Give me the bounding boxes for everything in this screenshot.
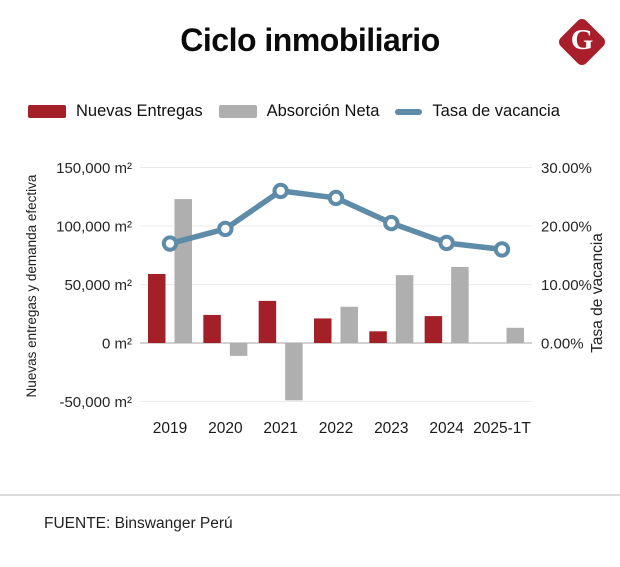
vacancy-point-2019 bbox=[161, 235, 179, 252]
vacancy-point-2025-1T bbox=[493, 241, 511, 258]
footer-divider bbox=[0, 494, 620, 496]
legend-item-nuevas-entregas: Nuevas Entregas bbox=[28, 102, 203, 121]
left-axis-tick: 100,000 m² bbox=[56, 219, 132, 236]
legend-swatch-red-icon bbox=[28, 105, 66, 118]
vacancy-point-2024 bbox=[438, 234, 455, 252]
logo-letter: G bbox=[570, 24, 594, 56]
legend-label: Nuevas Entregas bbox=[76, 102, 203, 120]
bar-absorcion-neta-2024 bbox=[451, 266, 469, 343]
chart-area: 150,000 m² 100,000 m² 50,000 m² 0 m² -50,000… bbox=[0, 145, 620, 445]
x-axis-label-2024: 2024 bbox=[429, 420, 464, 437]
x-axis-label-2025-1T: 2025-1T bbox=[473, 420, 531, 437]
chart-legend: Nuevas Entregas Absorción Neta Tasa de v… bbox=[28, 102, 576, 121]
x-axis-label-2022: 2022 bbox=[319, 420, 353, 437]
combo-chart: 150,000 m² 100,000 m² 50,000 m² 0 m² -50,000… bbox=[24, 160, 606, 437]
vacancy-point-2020 bbox=[217, 220, 234, 238]
legend-item-tasa-vacancia: Tasa de vacancia bbox=[395, 102, 560, 121]
x-axis-label-2019: 2019 bbox=[153, 420, 187, 437]
left-axis-tick: 150,000 m² bbox=[56, 160, 132, 177]
left-axis-tick: 0 m² bbox=[102, 336, 132, 353]
legend-label: Absorción Neta bbox=[266, 102, 380, 120]
legend-swatch-line-icon bbox=[395, 108, 423, 115]
bar-nuevas-entregas-2020 bbox=[203, 314, 221, 343]
bar-absorcion-neta-2023 bbox=[395, 275, 414, 343]
left-axis-tick: 50,000 m² bbox=[64, 277, 132, 294]
bar-nuevas-entregas-2022 bbox=[313, 318, 332, 343]
vacancy-point-2023 bbox=[383, 214, 400, 232]
page-title: Ciclo inmobiliario bbox=[180, 22, 440, 58]
gestion-logo: G bbox=[553, 13, 611, 71]
left-axis-tick: -50,000 m² bbox=[59, 394, 132, 411]
right-axis-title: Tasa de vacancia bbox=[589, 233, 606, 353]
bar-absorcion-neta-2020 bbox=[229, 343, 248, 356]
bar-nuevas-entregas-2024 bbox=[424, 316, 443, 343]
bar-absorcion-neta-2021 bbox=[285, 343, 303, 401]
bar-nuevas-entregas-2019 bbox=[148, 273, 166, 343]
bar-absorcion-neta-2022 bbox=[340, 306, 358, 343]
x-axis-label-2023: 2023 bbox=[374, 420, 408, 437]
x-axis-label-2020: 2020 bbox=[208, 420, 243, 437]
legend-item-absorcion-neta: Absorción Neta bbox=[218, 102, 380, 121]
source-text: FUENTE: Binswanger Perú bbox=[44, 515, 233, 532]
legend-label: Tasa de vacancia bbox=[432, 102, 560, 120]
bar-absorcion-neta-2025-1T bbox=[506, 327, 524, 343]
bar-absorcion-neta-2019 bbox=[174, 199, 192, 343]
right-axis-tick: 30.00% bbox=[541, 160, 592, 177]
vacancy-point-2022 bbox=[327, 189, 345, 207]
legend-swatch-gray-icon bbox=[218, 105, 257, 118]
left-axis-title: Nuevas entregas y demanda efectiva bbox=[24, 174, 39, 397]
right-axis-tick: 10.00% bbox=[541, 277, 592, 294]
vacancy-point-2021 bbox=[272, 182, 289, 200]
bar-nuevas-entregas-2021 bbox=[258, 300, 277, 343]
bar-nuevas-entregas-2023 bbox=[369, 331, 387, 343]
x-axis-label-2021: 2021 bbox=[263, 420, 297, 437]
right-axis-tick: 20.00% bbox=[541, 219, 592, 236]
right-axis-tick: 0.00% bbox=[541, 336, 584, 353]
